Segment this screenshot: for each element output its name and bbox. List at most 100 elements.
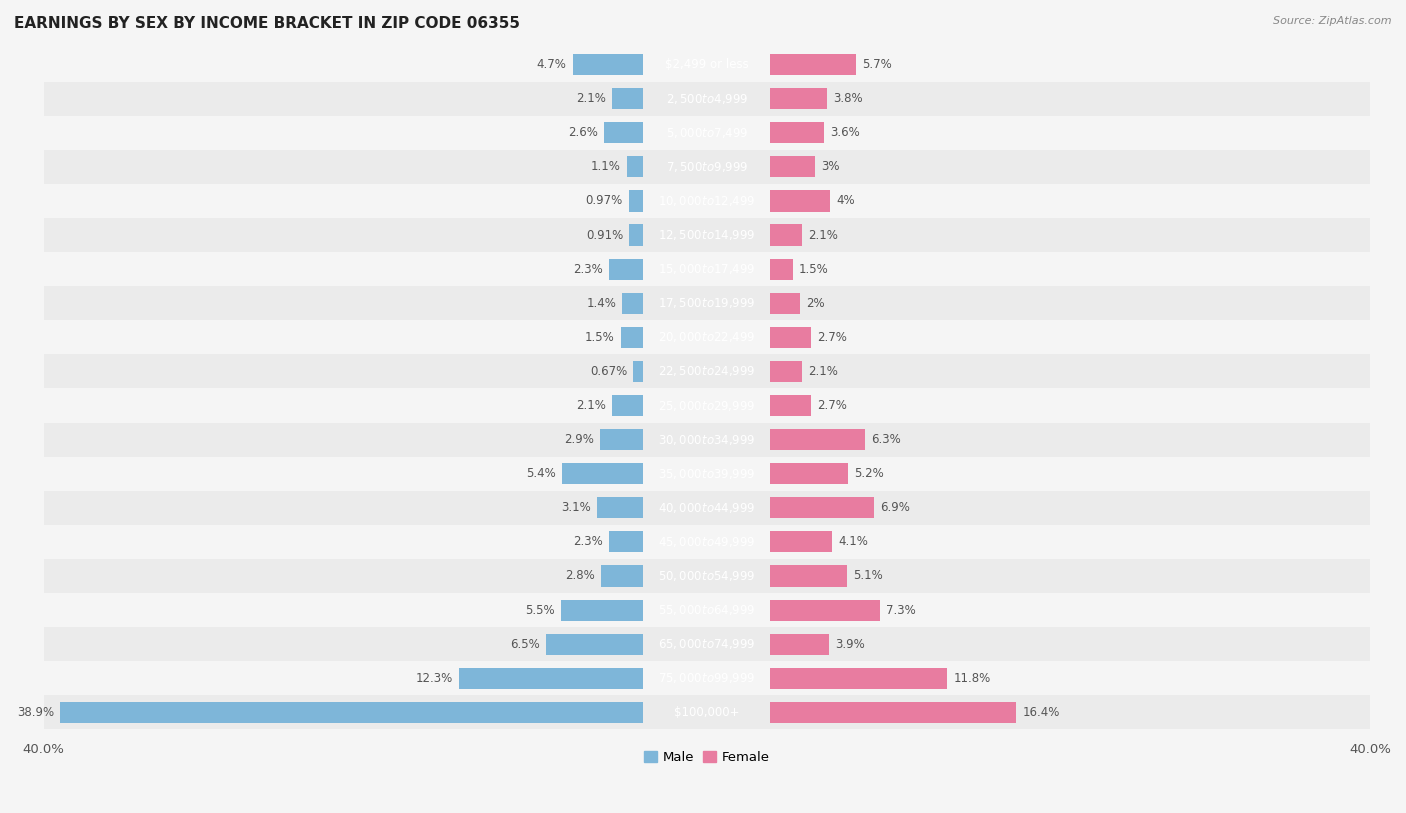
Bar — [627, 156, 643, 177]
Bar — [561, 599, 643, 620]
Text: 5.4%: 5.4% — [526, 467, 557, 480]
Bar — [770, 498, 875, 519]
Text: $2,500 to $4,999: $2,500 to $4,999 — [665, 92, 748, 106]
Bar — [612, 88, 643, 109]
Text: $100,000+: $100,000+ — [673, 706, 740, 719]
Bar — [546, 633, 643, 654]
Text: 2.1%: 2.1% — [808, 228, 838, 241]
Text: 6.3%: 6.3% — [870, 433, 901, 446]
Text: 3.6%: 3.6% — [831, 126, 860, 139]
Text: $7,500 to $9,999: $7,500 to $9,999 — [665, 160, 748, 174]
Bar — [572, 54, 643, 75]
Text: 2.7%: 2.7% — [817, 399, 846, 412]
Bar — [599, 429, 643, 450]
Bar — [596, 498, 643, 519]
Text: $45,000 to $49,999: $45,000 to $49,999 — [658, 535, 755, 549]
Text: 6.5%: 6.5% — [510, 637, 540, 650]
Text: 3%: 3% — [821, 160, 839, 173]
Text: 4.1%: 4.1% — [838, 536, 868, 549]
Bar — [44, 354, 1369, 389]
Bar — [60, 702, 643, 723]
Text: 16.4%: 16.4% — [1022, 706, 1060, 719]
Bar — [562, 463, 643, 485]
Bar — [770, 463, 848, 485]
Bar — [633, 361, 643, 382]
Text: $17,500 to $19,999: $17,500 to $19,999 — [658, 296, 755, 311]
Bar — [44, 661, 1369, 695]
Text: $50,000 to $54,999: $50,000 to $54,999 — [658, 569, 755, 583]
Text: $20,000 to $22,499: $20,000 to $22,499 — [658, 330, 755, 345]
Bar — [44, 695, 1369, 729]
Text: 2.6%: 2.6% — [568, 126, 598, 139]
Text: 5.5%: 5.5% — [524, 603, 554, 616]
Bar — [44, 423, 1369, 457]
Bar — [770, 565, 846, 586]
Bar — [770, 88, 828, 109]
Bar — [605, 122, 643, 143]
Bar — [770, 327, 811, 348]
Bar — [458, 667, 643, 689]
Bar — [770, 293, 800, 314]
Text: $55,000 to $64,999: $55,000 to $64,999 — [658, 603, 755, 617]
Bar — [770, 361, 801, 382]
Text: 2.8%: 2.8% — [565, 569, 595, 582]
Bar — [770, 633, 830, 654]
Text: 2.1%: 2.1% — [575, 92, 606, 105]
Text: $65,000 to $74,999: $65,000 to $74,999 — [658, 637, 755, 651]
Bar — [770, 156, 815, 177]
Bar — [44, 491, 1369, 525]
Bar — [602, 565, 643, 586]
Text: 0.91%: 0.91% — [586, 228, 623, 241]
Text: 6.9%: 6.9% — [880, 502, 910, 515]
Bar — [44, 627, 1369, 661]
Text: 0.67%: 0.67% — [589, 365, 627, 378]
Text: 38.9%: 38.9% — [17, 706, 53, 719]
Bar — [770, 532, 832, 553]
Bar — [770, 122, 824, 143]
Text: 2.1%: 2.1% — [575, 399, 606, 412]
Text: 1.4%: 1.4% — [586, 297, 616, 310]
Text: $40,000 to $44,999: $40,000 to $44,999 — [658, 501, 755, 515]
Text: 4.7%: 4.7% — [537, 58, 567, 71]
Bar — [44, 184, 1369, 218]
Text: 2.9%: 2.9% — [564, 433, 593, 446]
Text: EARNINGS BY SEX BY INCOME BRACKET IN ZIP CODE 06355: EARNINGS BY SEX BY INCOME BRACKET IN ZIP… — [14, 16, 520, 31]
Text: 2.3%: 2.3% — [572, 536, 603, 549]
Bar — [770, 54, 856, 75]
Bar — [44, 81, 1369, 115]
Text: 0.97%: 0.97% — [585, 194, 623, 207]
Text: 4%: 4% — [837, 194, 855, 207]
Text: $15,000 to $17,499: $15,000 to $17,499 — [658, 262, 755, 276]
Bar — [44, 525, 1369, 559]
Bar — [609, 532, 643, 553]
Bar — [770, 667, 948, 689]
Text: 7.3%: 7.3% — [886, 603, 915, 616]
Text: 12.3%: 12.3% — [415, 672, 453, 685]
Bar — [44, 218, 1369, 252]
Bar — [44, 150, 1369, 184]
Text: 2.7%: 2.7% — [817, 331, 846, 344]
Text: $10,000 to $12,499: $10,000 to $12,499 — [658, 194, 755, 208]
Bar — [770, 190, 831, 211]
Text: $30,000 to $34,999: $30,000 to $34,999 — [658, 433, 755, 446]
Bar — [770, 224, 801, 246]
Text: $22,500 to $24,999: $22,500 to $24,999 — [658, 364, 755, 378]
Text: 5.7%: 5.7% — [862, 58, 891, 71]
Bar — [44, 115, 1369, 150]
Bar — [630, 224, 643, 246]
Text: $2,499 or less: $2,499 or less — [665, 58, 748, 71]
Bar — [621, 293, 643, 314]
Bar — [44, 47, 1369, 81]
Bar — [770, 599, 880, 620]
Bar — [770, 259, 793, 280]
Text: Source: ZipAtlas.com: Source: ZipAtlas.com — [1274, 16, 1392, 26]
Text: 2.3%: 2.3% — [572, 263, 603, 276]
Text: 5.1%: 5.1% — [853, 569, 883, 582]
Bar — [620, 327, 643, 348]
Bar — [770, 395, 811, 416]
Bar — [44, 559, 1369, 593]
Text: $5,000 to $7,499: $5,000 to $7,499 — [665, 126, 748, 140]
Text: $35,000 to $39,999: $35,000 to $39,999 — [658, 467, 755, 480]
Bar — [44, 286, 1369, 320]
Text: $12,500 to $14,999: $12,500 to $14,999 — [658, 228, 755, 242]
